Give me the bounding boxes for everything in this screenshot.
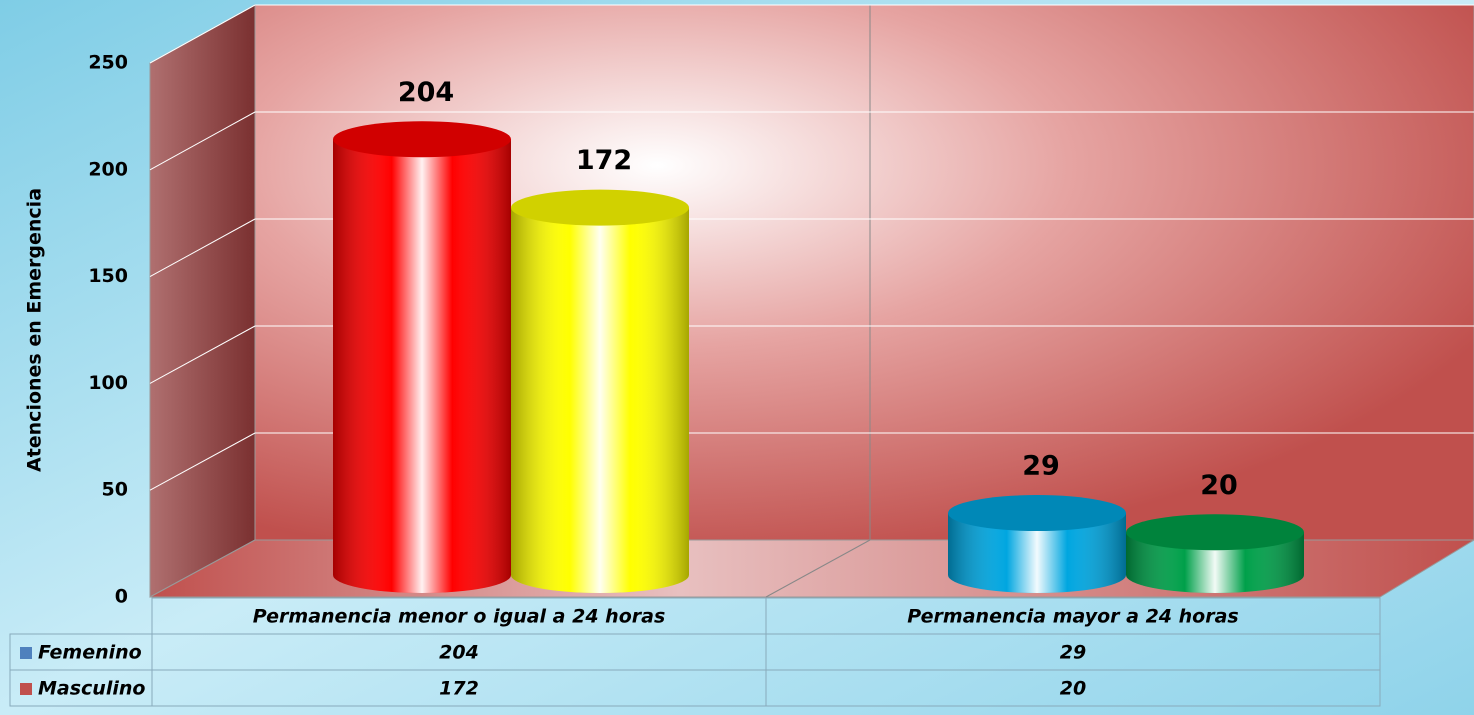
cylinder-top-shade bbox=[1126, 514, 1304, 551]
cylinder-top-shade bbox=[511, 189, 689, 226]
cylinder-top bbox=[948, 495, 1126, 532]
cylinder-shade bbox=[511, 207, 689, 575]
cylinder-top bbox=[1126, 514, 1304, 551]
cylinder-top bbox=[511, 189, 689, 226]
table-value: 172 bbox=[439, 678, 479, 700]
cylinder-top bbox=[333, 121, 511, 158]
cylinder-top-shade bbox=[333, 121, 511, 158]
data-label: 204 bbox=[398, 77, 454, 108]
data-label: 29 bbox=[1022, 451, 1060, 482]
legend-label: Masculino bbox=[38, 678, 145, 700]
y-axis-title: Atenciones en Emergencia bbox=[24, 188, 46, 472]
y-tick-label: 0 bbox=[115, 586, 128, 608]
grid-line bbox=[149, 325, 256, 384]
y-tick-label: 50 bbox=[102, 479, 128, 501]
grid-line bbox=[149, 4, 256, 64]
data-label: 20 bbox=[1200, 470, 1238, 501]
data-label: 172 bbox=[576, 145, 632, 176]
y-tick-label: 100 bbox=[88, 372, 128, 394]
table-cell bbox=[9, 669, 1381, 707]
grid-line bbox=[149, 432, 256, 491]
floor-divider bbox=[765, 539, 871, 598]
grid-line bbox=[149, 218, 256, 278]
table-header: Permanencia mayor a 24 horas bbox=[907, 606, 1238, 628]
table-value: 20 bbox=[1060, 678, 1086, 700]
cylinder-shade bbox=[333, 139, 511, 576]
legend-key bbox=[20, 683, 32, 695]
legend-label: Femenino bbox=[38, 642, 142, 664]
y-tick-label: 250 bbox=[88, 52, 128, 74]
table-value: 204 bbox=[439, 642, 479, 664]
data-table bbox=[9, 597, 1381, 707]
legend-key bbox=[20, 647, 32, 659]
table-value: 29 bbox=[1060, 642, 1086, 664]
y-tick-label: 150 bbox=[88, 265, 128, 287]
side-wall bbox=[149, 4, 256, 598]
table-header: Permanencia menor o igual a 24 horas bbox=[253, 606, 666, 628]
grid-line bbox=[149, 111, 256, 171]
cylinder-top-shade bbox=[948, 495, 1126, 532]
y-tick-label: 200 bbox=[88, 158, 128, 180]
